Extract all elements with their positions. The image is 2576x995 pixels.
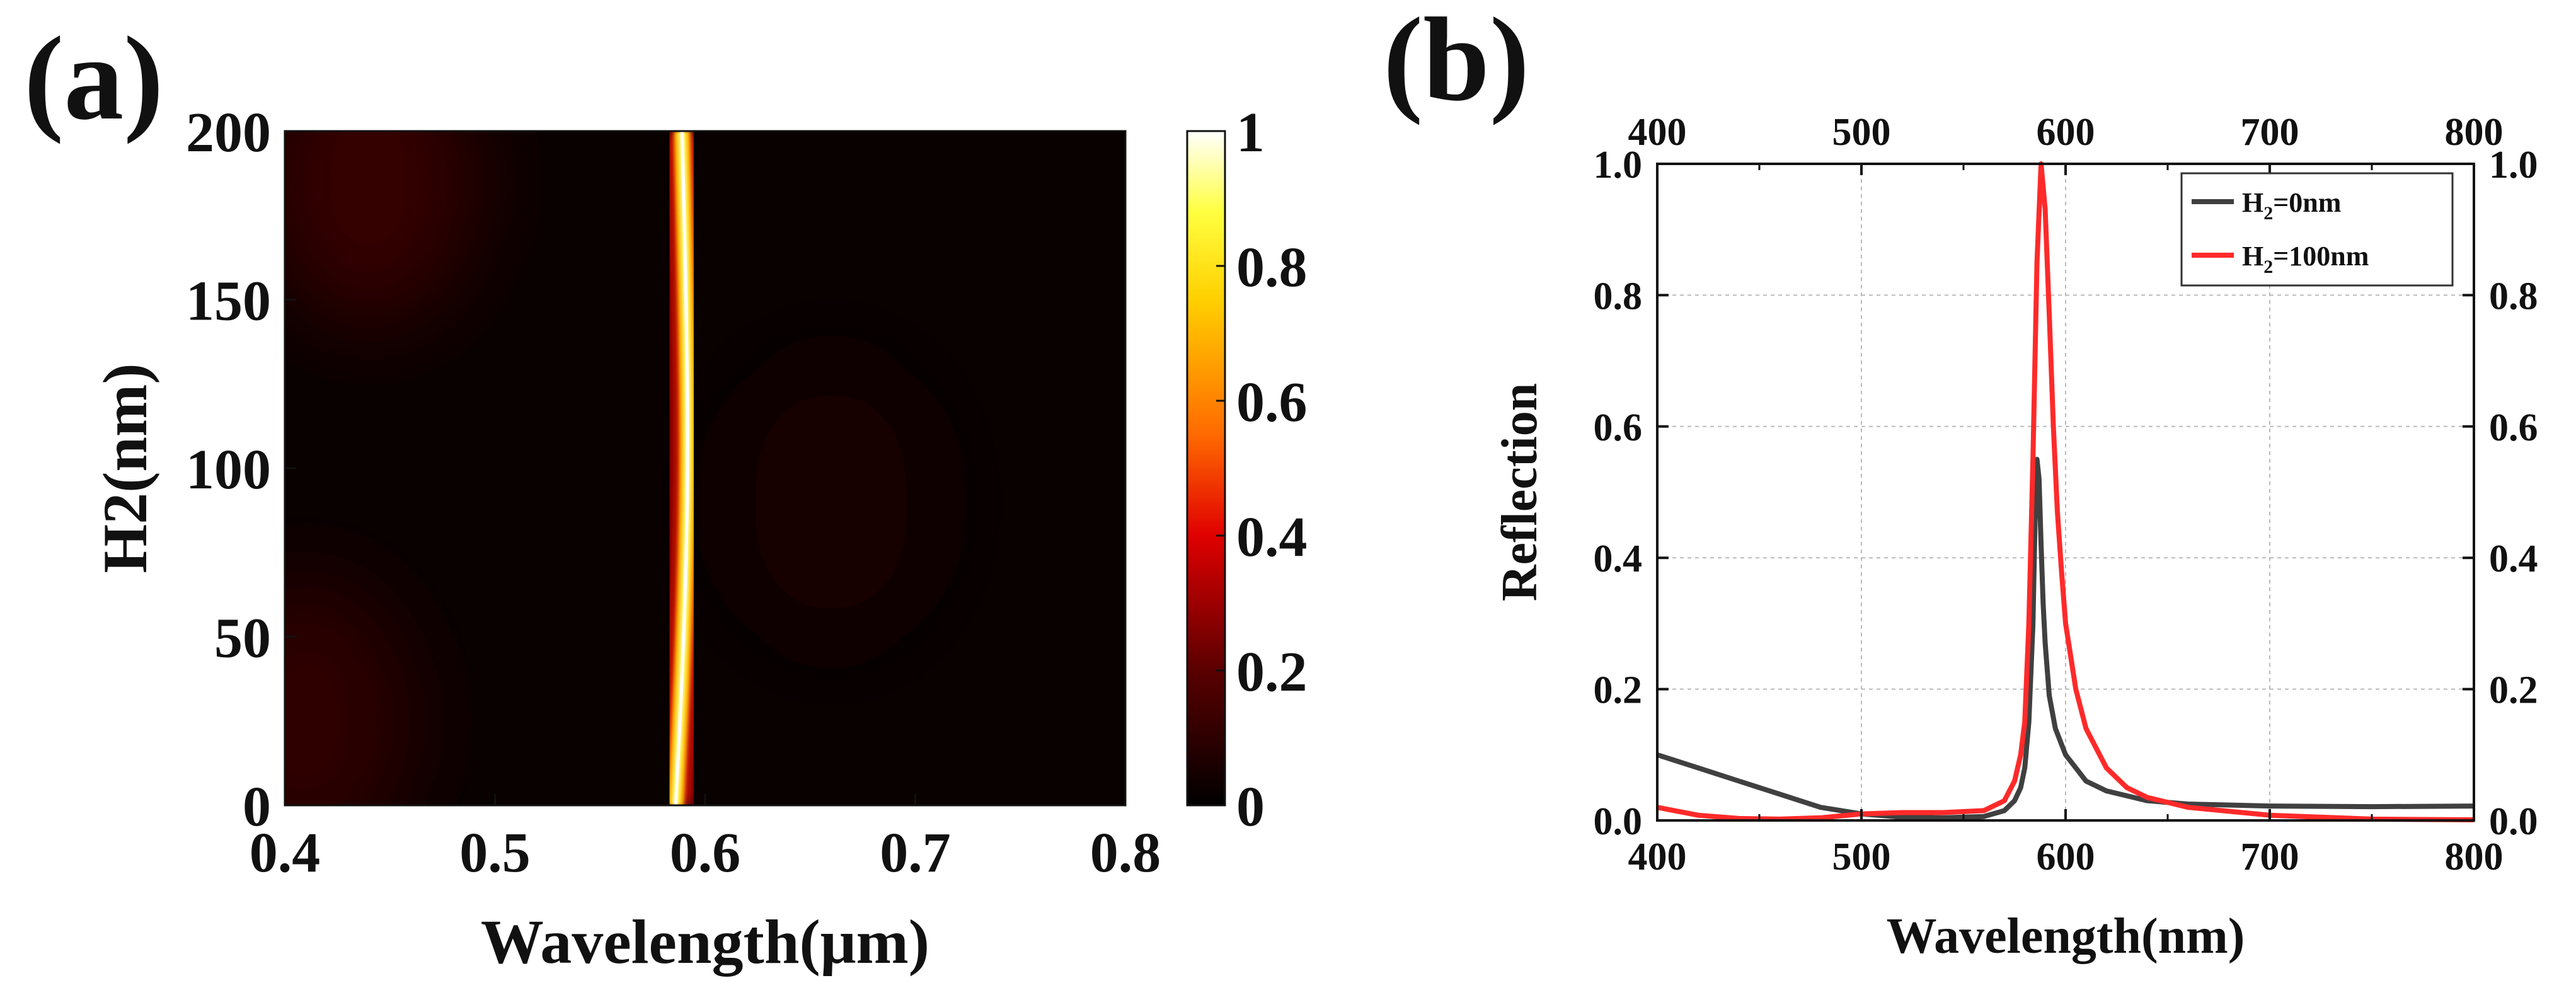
x-tick-label-bottom: 600: [2037, 836, 2095, 878]
x-tick-label-top: 500: [1832, 111, 1891, 154]
heatmap-x-tick-label: 0.6: [670, 822, 741, 884]
x-tick-label-top: 600: [2037, 111, 2095, 154]
x-tick-label-bottom: 400: [1628, 836, 1687, 878]
x-tick-label-bottom: 800: [2445, 836, 2504, 878]
heatmap-panel: 0.4 0.5 0.6 0.7 0.8 0 50 100 150 200: [186, 101, 1161, 884]
y-tick-label-right: 0.6: [2489, 406, 2538, 449]
heatmap-x-axis-label: Wavelength(μm): [481, 907, 929, 977]
y-tick-label-right: 0.0: [2489, 800, 2538, 843]
colorbar-tick-label: 0.6: [1236, 371, 1308, 434]
resonance-peak-line: [674, 131, 689, 805]
heatmap-x-tick-label: 0.7: [880, 822, 951, 884]
heatmap-y-axis-label: H2(nm): [90, 363, 160, 573]
legend-label-h2-100nm: H2=100nm: [2242, 241, 2369, 277]
heatmap-x-tick-label: 0.8: [1090, 822, 1161, 884]
y-tick-label-left: 0.0: [1594, 800, 1643, 843]
y-tick-label-left: 0.6: [1594, 406, 1643, 449]
y-tick-label-right: 0.8: [2489, 275, 2538, 318]
legend-label-h2-0nm: H2=0nm: [2242, 187, 2341, 224]
heatmap-y-tick-label: 150: [186, 270, 271, 333]
colorbar-gradient: [1186, 130, 1226, 807]
line-y-axis-label: Reflection: [1492, 383, 1548, 602]
y-tick-label-right: 0.4: [2489, 538, 2538, 580]
series-line-h2-100nm: [1657, 161, 2475, 822]
y-tick-label-right: 1.0: [2489, 144, 2538, 187]
heatmap-y-tick-label: 50: [214, 607, 271, 670]
y-tick-label-left: 0.4: [1594, 538, 1643, 580]
colorbar-tick-label: 0.8: [1236, 236, 1308, 299]
colorbar-tick-label: 0: [1236, 776, 1265, 838]
heatmap-weak-lobe: [285, 576, 413, 805]
legend: H2=0nm H2=100nm: [2180, 172, 2454, 287]
x-tick-label-top: 800: [2445, 111, 2504, 154]
line-x-axis-label: Wavelength(nm): [1887, 909, 2245, 964]
colorbar-tick-label: 0.2: [1236, 641, 1308, 703]
heatmap-y-tick-label: 200: [186, 101, 271, 164]
colorbar-tick-label: 0.4: [1236, 506, 1308, 568]
heatmap-x-tick-label: 0.4: [250, 822, 321, 884]
y-tick-label-left: 1.0: [1594, 144, 1643, 187]
x-tick-label-bottom: 700: [2241, 836, 2299, 878]
panel-b-label: (b): [1383, 0, 1529, 126]
heatmap-y-tick-label: 0: [243, 776, 271, 838]
colorbar: 0 0.2 0.4 0.6 0.8 1: [1186, 101, 1308, 838]
panel-a-label: (a): [24, 13, 164, 145]
heatmap-plot-area: [285, 131, 1125, 805]
y-tick-label-right: 0.2: [2489, 669, 2538, 712]
x-tick-label-bottom: 500: [1832, 836, 1891, 878]
heatmap-weak-lobe: [724, 357, 939, 647]
y-tick-label-left: 0.8: [1594, 275, 1643, 318]
x-tick-label-top: 700: [2241, 111, 2299, 154]
colorbar-tick-label: 1: [1236, 101, 1265, 164]
x-tick-label-top: 400: [1628, 111, 1687, 154]
heatmap-y-tick-label: 100: [186, 439, 271, 501]
heatmap-weak-lobe: [285, 131, 476, 327]
legend-box: [2180, 172, 2454, 287]
heatmap-x-tick-label: 0.5: [459, 822, 531, 884]
y-tick-label-left: 0.2: [1594, 669, 1643, 712]
